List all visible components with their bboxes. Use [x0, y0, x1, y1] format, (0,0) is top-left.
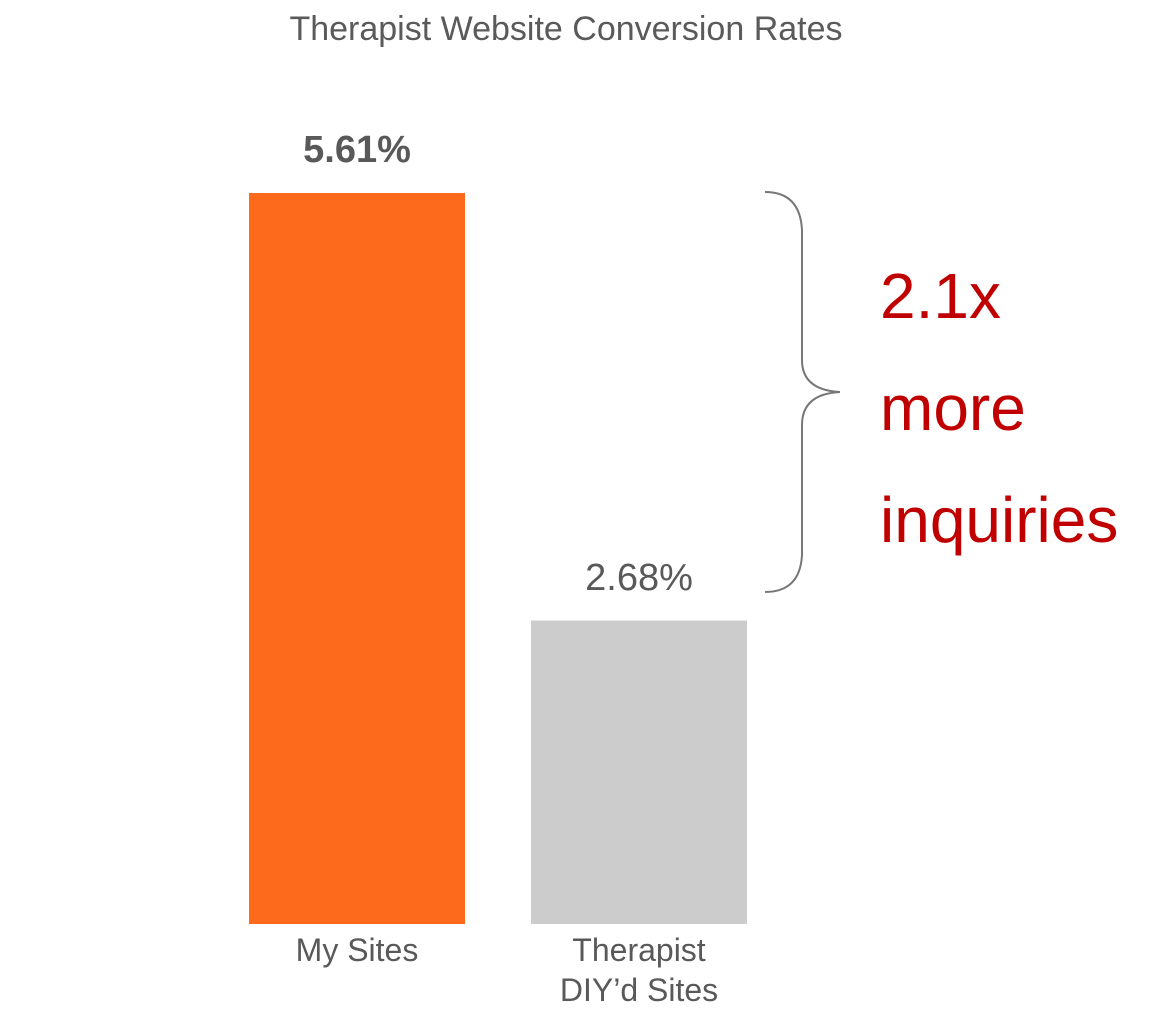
- bar: [531, 620, 747, 924]
- value-label: 2.68%: [585, 556, 693, 599]
- x-tick-label: Therapist DIY’d Sites: [559, 932, 719, 1008]
- brace: [764, 191, 841, 593]
- x-tick-label: My Sites: [295, 932, 419, 968]
- annotation: 2.1x more inquiries: [880, 260, 1119, 556]
- chart-title: Therapist Website Conversion Rates: [289, 10, 843, 48]
- value-label: 5.61%: [303, 129, 411, 171]
- bar: [249, 193, 465, 924]
